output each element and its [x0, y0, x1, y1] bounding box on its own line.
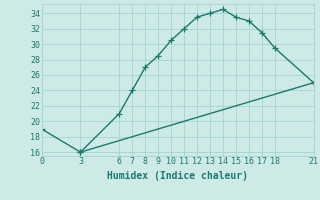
X-axis label: Humidex (Indice chaleur): Humidex (Indice chaleur) [107, 171, 248, 181]
